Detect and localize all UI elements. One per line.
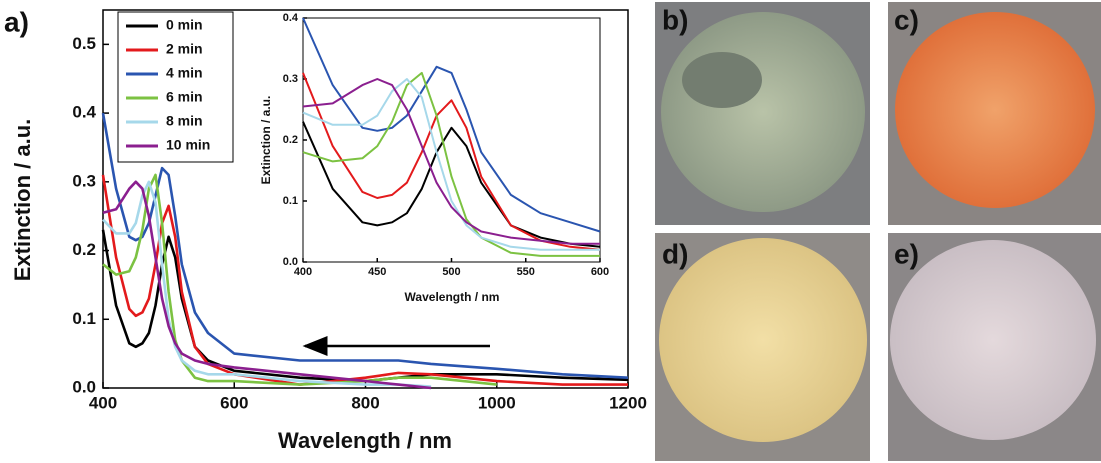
series-line — [302, 17, 601, 233]
y-tick-label: 0.5 — [72, 34, 96, 53]
photo-label: d) — [662, 238, 688, 269]
photo-label: e) — [894, 238, 919, 269]
legend-label: 2 min — [166, 41, 203, 57]
wafer-spot — [682, 52, 762, 108]
wafer — [661, 12, 865, 212]
inset-x-axis-title: Wavelength / nm — [405, 290, 500, 304]
legend-label: 4 min — [166, 65, 203, 81]
wafer — [659, 238, 867, 442]
x-tick-label: 1200 — [609, 393, 647, 412]
y-axis-title: Extinction / a.u. — [10, 119, 35, 282]
legend-label: 6 min — [166, 89, 203, 105]
wafer — [895, 12, 1095, 208]
y-tick-label: 0.3 — [72, 171, 96, 190]
inset-y-axis-title: Extinction / a.u. — [259, 96, 273, 185]
series-line — [101, 112, 629, 379]
series-line — [101, 229, 629, 383]
x-axis-title: Wavelength / nm — [278, 428, 452, 453]
y-tick-label: 0.4 — [283, 12, 299, 24]
x-tick-label: 450 — [368, 266, 386, 278]
legend-box — [117, 11, 234, 163]
x-tick-label: 550 — [517, 266, 535, 278]
series-line — [302, 78, 600, 251]
x-tick-label: 400 — [294, 266, 312, 278]
legend-label: 10 min — [166, 137, 210, 153]
y-tick-label: 0.1 — [283, 195, 298, 207]
legend-label: 0 min — [166, 17, 203, 33]
x-tick-label: 600 — [220, 393, 248, 412]
photo-label: c) — [894, 4, 919, 35]
wafer — [890, 240, 1096, 440]
x-tick-label: 400 — [89, 393, 117, 412]
y-tick-label: 0.0 — [72, 377, 96, 396]
photos — [655, 2, 1101, 461]
series-line — [101, 174, 628, 386]
x-tick-label: 1000 — [478, 393, 516, 412]
y-tick-label: 0.2 — [72, 240, 96, 259]
y-tick-label: 0.0 — [283, 256, 298, 268]
series-line — [302, 78, 600, 245]
series-line — [102, 180, 432, 390]
x-tick-label: 500 — [442, 266, 460, 278]
y-tick-label: 0.4 — [72, 103, 96, 122]
photo-label: b) — [662, 4, 688, 35]
y-tick-label: 0.3 — [283, 73, 298, 85]
series-line — [302, 71, 600, 257]
inset-bg — [303, 18, 600, 262]
panel-label: a) — [4, 6, 29, 37]
legend-label: 8 min — [166, 113, 203, 129]
x-tick-label: 600 — [591, 266, 609, 278]
x-tick-label: 800 — [351, 393, 379, 412]
y-tick-label: 0.2 — [283, 134, 298, 146]
y-tick-label: 0.1 — [72, 309, 96, 328]
